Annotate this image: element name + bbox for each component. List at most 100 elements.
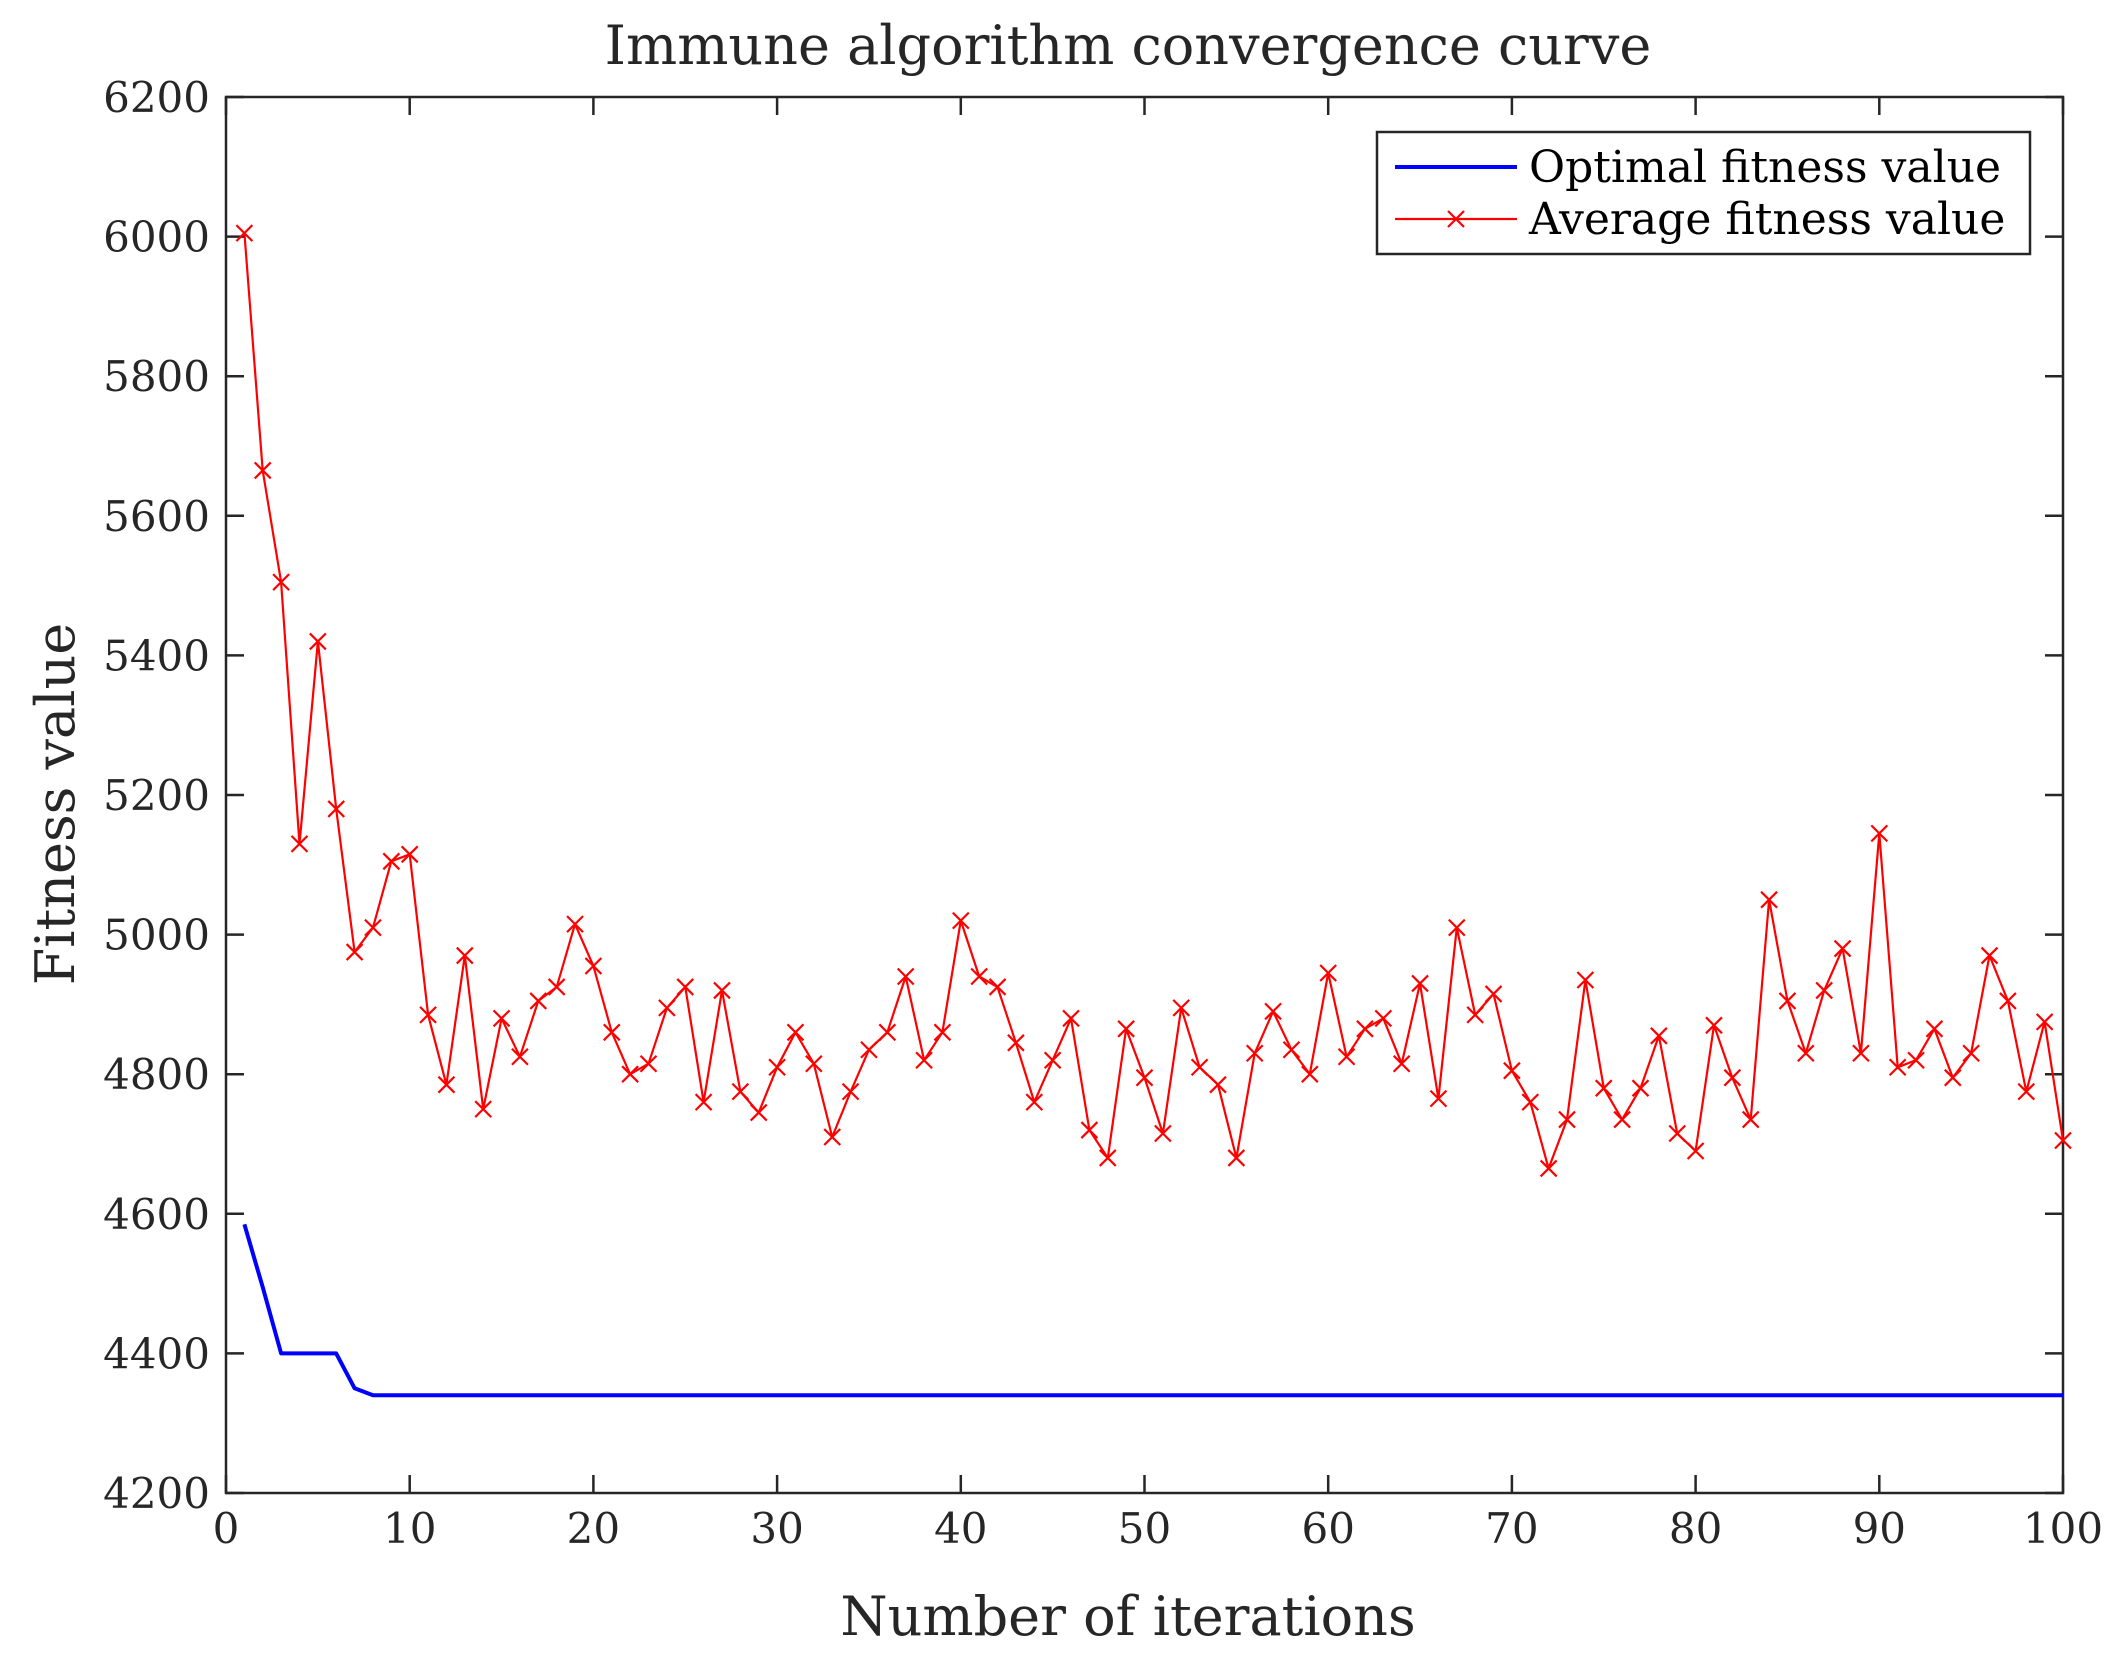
average-fitness-point: [1631, 1079, 1650, 1097]
average-fitness-point: [933, 1023, 952, 1042]
average-fitness-point: [658, 999, 676, 1017]
x-tick-label: 90: [1853, 1504, 1906, 1553]
average-fitness-point: [1907, 1051, 1925, 1070]
average-fitness-point: [915, 1051, 933, 1070]
average-fitness-point: [547, 978, 566, 996]
average-fitness-point: [1062, 1009, 1080, 1028]
x-axis-label: Number of iterations: [840, 1585, 1415, 1648]
average-fitness-point: [566, 915, 584, 933]
legend-entry: Average fitness value: [1395, 194, 2005, 245]
average-fitness-point: [1980, 946, 1999, 965]
average-fitness-point: [1705, 1016, 1723, 1035]
average-fitness-point: [1852, 1044, 1870, 1063]
average-fitness-point: [1962, 1044, 1980, 1063]
average-fitness-point: [1815, 981, 1833, 1000]
average-fitness-point: [1025, 1093, 1044, 1111]
x-tick-label: 100: [2023, 1504, 2103, 1553]
legend-label: Average fitness value: [1528, 194, 2005, 245]
average-fitness-point: [896, 967, 915, 986]
legend-marker-sample: [1447, 210, 1465, 228]
average-fitness-point: [952, 911, 970, 930]
average-fitness-line: [243, 233, 2065, 1170]
y-tick-label: 5800: [103, 352, 210, 401]
average-fitness-point: [1098, 1149, 1117, 1167]
average-fitness-point: [1007, 1034, 1025, 1052]
average-fitness-point: [878, 1023, 897, 1042]
average-fitness-point: [1135, 1068, 1154, 1087]
average-fitness-point: [2054, 1131, 2072, 1150]
average-fitness-point: [474, 1100, 492, 1118]
x-tick-label: 50: [1118, 1504, 1171, 1553]
average-fitness-point: [1870, 824, 1889, 843]
x-axis-ticks: 0 10 20 30 40 50 60 70 80 90 100: [213, 97, 2103, 1553]
y-axis-ticks: 4200 4400 4600 4800 5000 5200 5400 5600 5800 6000…: [103, 73, 2063, 1518]
y-tick-label: 5000: [103, 911, 210, 960]
average-fitness-point: [1227, 1149, 1246, 1167]
average-fitness-point: [1833, 939, 1852, 958]
average-fitness-point: [1319, 964, 1337, 982]
average-fitness-point: [1723, 1068, 1742, 1087]
average-fitness-point: [437, 1075, 456, 1094]
x-tick-label: 40: [934, 1504, 987, 1553]
x-tick-label: 20: [567, 1504, 620, 1553]
series-0: [242, 1223, 2063, 1398]
average-fitness-point: [1301, 1065, 1319, 1083]
average-fitness-point: [492, 1009, 511, 1028]
average-fitness-point: [805, 1054, 823, 1073]
average-fitness-point: [1944, 1068, 1962, 1087]
average-fitness-point: [1576, 971, 1595, 989]
average-fitness-point: [1650, 1027, 1668, 1045]
average-fitness-point: [456, 946, 474, 965]
average-fitness-point: [2017, 1082, 2036, 1101]
average-fitness-point: [639, 1054, 658, 1073]
average-fitness-point: [1374, 1009, 1393, 1028]
average-fitness-point: [1521, 1093, 1540, 1111]
average-fitness-point: [713, 981, 731, 1000]
y-tick-label: 5400: [103, 631, 210, 680]
x-tick-label: 60: [1301, 1504, 1354, 1553]
average-fitness-point: [253, 461, 272, 480]
average-fitness-point: [1282, 1040, 1301, 1059]
average-fitness-point: [768, 1058, 786, 1076]
average-fitness-point: [272, 573, 290, 591]
average-fitness-point: [290, 835, 309, 853]
average-fitness-point: [1043, 1051, 1062, 1070]
average-fitness-point: [1264, 1002, 1282, 1021]
average-fitness-point: [1558, 1110, 1576, 1129]
average-fitness-point: [1539, 1159, 1558, 1178]
x-tick-label: 10: [383, 1504, 436, 1553]
average-fitness-point: [602, 1023, 621, 1042]
average-fitness-point: [1080, 1121, 1099, 1139]
average-fitness-point: [584, 957, 603, 975]
average-fitness-point: [841, 1082, 860, 1101]
average-fitness-point: [1392, 1054, 1411, 1073]
average-fitness-point: [694, 1093, 713, 1111]
y-tick-label: 4400: [103, 1329, 210, 1378]
average-fitness-point: [1484, 985, 1503, 1003]
x-tick-label: 70: [1485, 1504, 1538, 1553]
average-fitness-point: [1337, 1047, 1356, 1066]
y-tick-label: 6200: [103, 73, 210, 122]
average-fitness-point: [345, 943, 364, 961]
average-fitness-point: [1999, 992, 2017, 1010]
average-fitness-point: [1778, 992, 1797, 1010]
average-fitness-point: [1668, 1124, 1687, 1143]
x-tick-label: 80: [1669, 1504, 1722, 1553]
x-tick-label: 0: [213, 1504, 240, 1553]
average-fitness-point: [1686, 1142, 1705, 1160]
average-fitness-point: [400, 845, 419, 864]
average-fitness-point: [621, 1065, 639, 1083]
average-fitness-point: [1613, 1110, 1631, 1129]
average-fitness-point: [382, 852, 401, 871]
average-fitness-point: [1503, 1061, 1521, 1080]
average-fitness-point: [1190, 1058, 1209, 1076]
average-fitness-point: [1209, 1075, 1227, 1094]
average-fitness-point: [1760, 890, 1778, 909]
average-fitness-point: [1797, 1044, 1815, 1063]
average-fitness-point: [529, 992, 548, 1010]
average-fitness-point: [1925, 1020, 1944, 1038]
legend-box: [1375, 130, 2032, 256]
average-fitness-point: [749, 1103, 768, 1122]
average-fitness-point: [786, 1023, 805, 1042]
